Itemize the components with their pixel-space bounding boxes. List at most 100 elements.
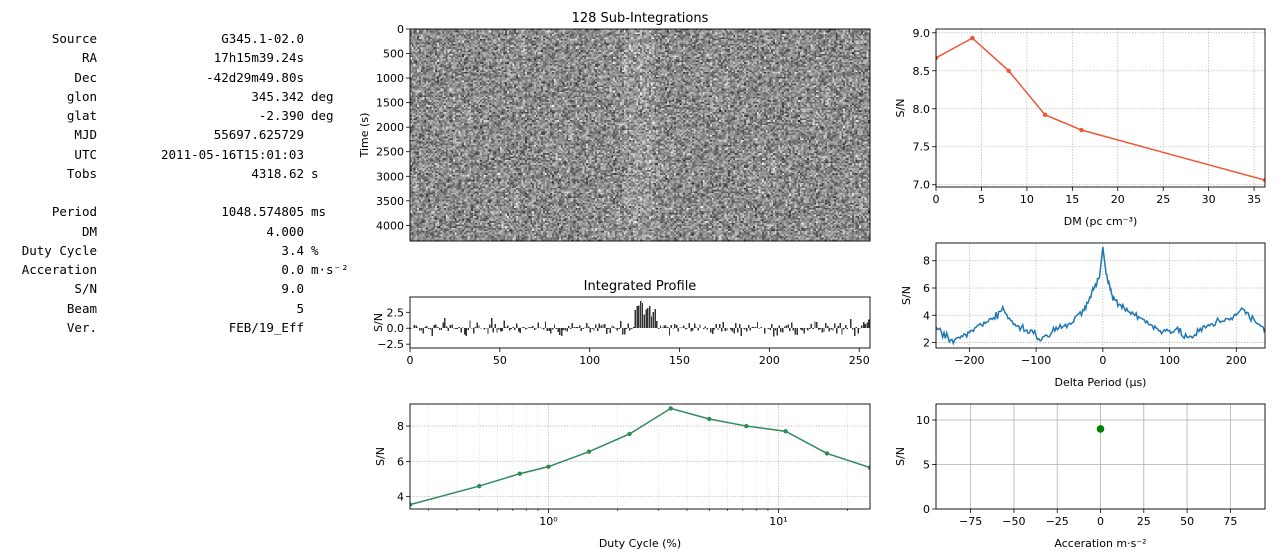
- heatmap-cell: [643, 29, 646, 32]
- heatmap-cell: [767, 30, 770, 33]
- heatmap-cell: [456, 30, 459, 33]
- heatmap-cell: [516, 29, 519, 32]
- heatmap-cell: [521, 29, 524, 32]
- heatmap-cell: [474, 30, 477, 33]
- heatmap-cell: [638, 30, 641, 33]
- heatmap-cell: [614, 29, 617, 32]
- heatmap-cell: [507, 30, 510, 33]
- heatmap-cell: [595, 29, 598, 32]
- heatmap-cell: [710, 30, 713, 33]
- heatmap-cell: [584, 29, 587, 32]
- heatmap-cell: [508, 29, 511, 32]
- heatmap-cell: [636, 29, 639, 32]
- heatmap-cell: [451, 30, 454, 33]
- heatmap-cell: [551, 30, 555, 33]
- heatmap-cell: [857, 29, 860, 32]
- heatmap-cell: [589, 30, 592, 33]
- heatmap-cell: [445, 32, 449, 35]
- heatmap-cell: [431, 29, 434, 32]
- heatmap-cell: [627, 29, 630, 32]
- heatmap-cell: [776, 30, 779, 33]
- heatmap-cell: [463, 29, 467, 32]
- heatmap-cell: [517, 29, 520, 32]
- heatmap-cell: [591, 29, 594, 32]
- heatmap-cell: [647, 30, 650, 33]
- heatmap-cell: [480, 29, 483, 32]
- heatmap-cell: [483, 29, 486, 32]
- heatmap-cell: [553, 30, 556, 33]
- info-row: Acceration 0.0 m·s⁻²: [0, 262, 380, 281]
- heatmap-cell: [808, 30, 812, 33]
- heatmap-cell: [445, 30, 449, 33]
- heatmap-cell: [711, 29, 715, 32]
- heatmap-cell: [686, 30, 689, 33]
- heatmap-cell: [670, 29, 673, 32]
- heatmap-cell: [440, 32, 443, 35]
- heatmap-cell: [514, 30, 517, 33]
- heatmap-cell: [853, 29, 856, 32]
- heatmap-cell: [413, 29, 416, 32]
- heatmap-cell: [645, 29, 648, 32]
- heatmap-cell: [636, 30, 639, 33]
- y-tick-label: 4000: [376, 219, 404, 232]
- heatmap-cell: [807, 30, 810, 33]
- heatmap-cell: [577, 30, 580, 33]
- heatmap-cell: [713, 30, 716, 33]
- heatmap-cell: [767, 29, 770, 32]
- info-label: Beam: [67, 301, 97, 316]
- heatmap-cell: [512, 29, 515, 32]
- info-value: -42d29m49.80s: [206, 70, 304, 85]
- heatmap-cell: [738, 29, 741, 32]
- info-value: 4318.62: [251, 166, 304, 181]
- info-row: glat -2.390 deg: [0, 108, 380, 127]
- heatmap-cell: [458, 30, 461, 33]
- heatmap-cell: [472, 30, 476, 33]
- chart-title: 128 Sub-Integrations: [572, 11, 709, 26]
- heatmap-cell: [613, 29, 616, 32]
- heatmap-cell: [830, 29, 833, 32]
- heatmap-cell: [537, 29, 540, 32]
- heatmap-cell: [737, 29, 740, 32]
- info-row: Ver. FEB/19_Eff: [0, 320, 380, 339]
- heatmap-cell: [447, 32, 450, 35]
- heatmap-cell: [609, 30, 612, 33]
- heatmap-cell: [568, 29, 571, 32]
- heatmap-cell: [465, 30, 468, 33]
- heatmap-cell: [411, 32, 414, 35]
- heatmap-cell: [440, 29, 443, 32]
- heatmap-cell: [848, 29, 851, 32]
- heatmap-cell: [641, 29, 644, 32]
- heatmap-cell: [868, 29, 871, 32]
- heatmap-cell: [449, 29, 452, 32]
- heatmap-cell: [699, 29, 702, 32]
- heatmap-cell: [697, 29, 700, 32]
- info-value: 2011-05-16T15:01:03: [161, 147, 304, 162]
- heatmap-cell: [758, 30, 761, 33]
- y-tick-label: 2000: [376, 121, 404, 134]
- heatmap-cell: [708, 30, 711, 33]
- heatmap-cell: [675, 30, 679, 33]
- heatmap-cell: [436, 30, 440, 33]
- info-value: 1048.574805: [221, 204, 304, 219]
- heatmap-cell: [435, 32, 438, 35]
- heatmap-cell: [598, 30, 601, 33]
- heatmap-cell: [747, 29, 750, 32]
- heatmap-cell: [778, 30, 781, 33]
- heatmap-cell: [640, 29, 643, 32]
- heatmap-cell: [618, 29, 621, 32]
- heatmap-cell: [532, 29, 535, 32]
- heatmap-cell: [449, 32, 452, 35]
- heatmap-cell: [844, 30, 847, 33]
- heatmap-cell: [578, 29, 582, 32]
- heatmap-cell: [426, 29, 429, 32]
- heatmap-cell: [418, 29, 422, 32]
- heatmap-cell: [717, 30, 720, 33]
- heatmap-cell: [433, 30, 436, 33]
- heatmap-cell: [631, 29, 634, 32]
- heatmap-cell: [609, 29, 612, 32]
- heatmap-cell: [544, 30, 547, 33]
- heatmap-cell: [668, 29, 671, 32]
- heatmap-cell: [665, 29, 668, 32]
- heatmap-cell: [803, 30, 806, 33]
- heatmap-cell: [844, 29, 847, 32]
